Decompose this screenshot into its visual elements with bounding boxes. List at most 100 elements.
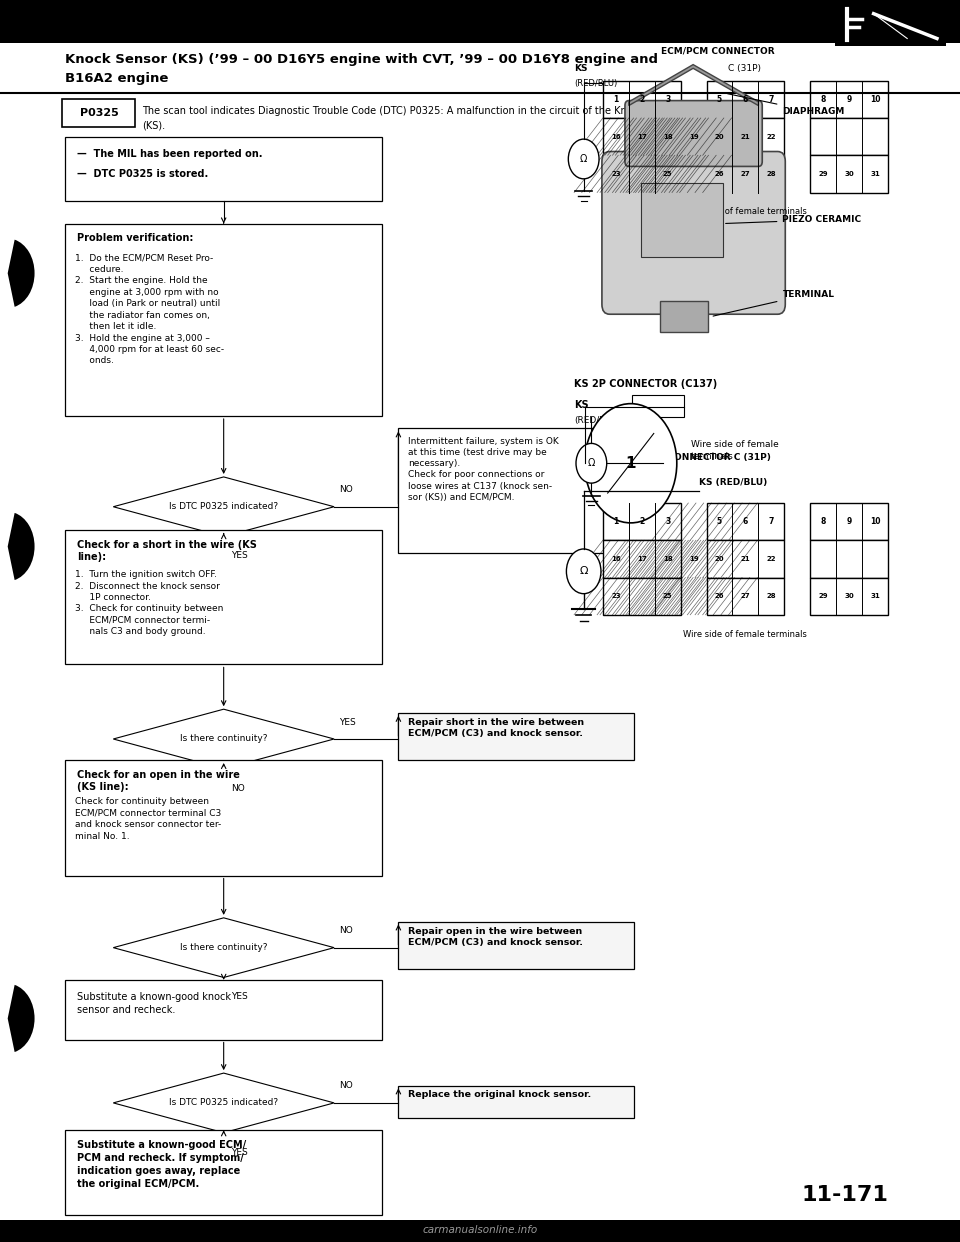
Text: 3: 3 bbox=[665, 517, 670, 527]
FancyBboxPatch shape bbox=[62, 99, 135, 127]
Text: KS: KS bbox=[574, 65, 588, 73]
Wedge shape bbox=[8, 240, 35, 307]
Text: 31: 31 bbox=[870, 171, 880, 176]
Text: KS: KS bbox=[574, 400, 588, 410]
Polygon shape bbox=[113, 477, 334, 537]
FancyBboxPatch shape bbox=[810, 81, 888, 118]
FancyBboxPatch shape bbox=[603, 578, 681, 615]
Text: 28: 28 bbox=[766, 171, 777, 176]
Text: 29: 29 bbox=[818, 171, 828, 176]
Text: Is there continuity?: Is there continuity? bbox=[180, 943, 268, 953]
Text: 2: 2 bbox=[639, 517, 644, 527]
Text: 20: 20 bbox=[714, 556, 725, 561]
Text: 21: 21 bbox=[740, 556, 751, 561]
Text: (RED/BLU): (RED/BLU) bbox=[574, 79, 617, 88]
Text: 30: 30 bbox=[844, 594, 854, 599]
FancyBboxPatch shape bbox=[603, 503, 681, 540]
Text: Substitute a known-good knock
sensor and recheck.: Substitute a known-good knock sensor and… bbox=[77, 992, 230, 1015]
Text: 29: 29 bbox=[818, 594, 828, 599]
Polygon shape bbox=[113, 918, 334, 977]
Text: 22: 22 bbox=[767, 134, 776, 139]
Text: Replace the original knock sensor.: Replace the original knock sensor. bbox=[408, 1090, 591, 1099]
FancyBboxPatch shape bbox=[810, 540, 888, 578]
Text: 16: 16 bbox=[611, 134, 621, 139]
FancyBboxPatch shape bbox=[398, 428, 634, 553]
Text: 7: 7 bbox=[769, 517, 774, 527]
Text: 21: 21 bbox=[740, 134, 751, 139]
Text: Check for continuity between
ECM/PCM connector terminal C3
and knock sensor conn: Check for continuity between ECM/PCM con… bbox=[75, 797, 221, 841]
Text: 18: 18 bbox=[662, 134, 673, 139]
FancyBboxPatch shape bbox=[603, 540, 681, 578]
Text: 6: 6 bbox=[743, 517, 748, 527]
FancyBboxPatch shape bbox=[835, 4, 946, 46]
Circle shape bbox=[576, 443, 607, 483]
Text: KS 2P CONNECTOR (C137): KS 2P CONNECTOR (C137) bbox=[574, 379, 717, 389]
Text: 10: 10 bbox=[870, 94, 880, 104]
Text: 8: 8 bbox=[821, 517, 826, 527]
FancyBboxPatch shape bbox=[707, 503, 784, 540]
Text: The scan tool indicates Diagnostic Trouble Code (DTC) P0325: A malfunction in th: The scan tool indicates Diagnostic Troub… bbox=[142, 106, 681, 116]
Text: —  DTC P0325 is stored.: — DTC P0325 is stored. bbox=[77, 169, 208, 179]
Polygon shape bbox=[113, 1073, 334, 1133]
FancyBboxPatch shape bbox=[810, 503, 888, 540]
Text: 31: 31 bbox=[870, 594, 880, 599]
Text: 26: 26 bbox=[715, 171, 724, 176]
Text: NO: NO bbox=[339, 927, 352, 935]
FancyBboxPatch shape bbox=[398, 922, 634, 969]
Text: TERMINAL: TERMINAL bbox=[713, 289, 834, 317]
Text: Wire side of female
terminals: Wire side of female terminals bbox=[691, 441, 779, 461]
FancyBboxPatch shape bbox=[398, 713, 634, 760]
FancyBboxPatch shape bbox=[707, 540, 784, 578]
Circle shape bbox=[568, 139, 599, 179]
Text: Repair short in the wire between
ECM/PCM (C3) and knock sensor.: Repair short in the wire between ECM/PCM… bbox=[408, 718, 584, 738]
Text: 16: 16 bbox=[611, 556, 621, 561]
Text: —  The MIL has been reported on.: — The MIL has been reported on. bbox=[77, 149, 262, 159]
Text: Check for an open in the wire
(KS line):: Check for an open in the wire (KS line): bbox=[77, 770, 240, 792]
Text: (KS).: (KS). bbox=[142, 120, 165, 130]
Text: 23: 23 bbox=[611, 171, 621, 176]
Text: NO: NO bbox=[231, 784, 245, 792]
Text: 27: 27 bbox=[740, 171, 751, 176]
Text: NO: NO bbox=[339, 486, 352, 494]
Text: Knock Sensor (KS) (’99 – 00 D16Y5 engine with CVT, ’99 – 00 D16Y8 engine and: Knock Sensor (KS) (’99 – 00 D16Y5 engine… bbox=[65, 53, 659, 66]
Text: Check for a short in the wire (KS
line):: Check for a short in the wire (KS line): bbox=[77, 540, 256, 563]
Text: 17: 17 bbox=[636, 134, 647, 139]
Text: YES: YES bbox=[339, 718, 355, 727]
Text: 26: 26 bbox=[715, 594, 724, 599]
FancyBboxPatch shape bbox=[603, 118, 681, 155]
Text: 20: 20 bbox=[714, 134, 725, 139]
Text: 11-171: 11-171 bbox=[802, 1185, 888, 1205]
Text: 25: 25 bbox=[663, 171, 672, 176]
Text: Ω: Ω bbox=[588, 458, 595, 468]
Text: 9: 9 bbox=[847, 517, 852, 527]
Text: Ω: Ω bbox=[580, 154, 588, 164]
Circle shape bbox=[566, 549, 601, 594]
FancyBboxPatch shape bbox=[707, 81, 784, 118]
FancyBboxPatch shape bbox=[632, 395, 684, 417]
FancyBboxPatch shape bbox=[810, 578, 888, 615]
Text: 5: 5 bbox=[717, 517, 722, 527]
Text: YES: YES bbox=[231, 1148, 248, 1156]
Text: B16A2 engine: B16A2 engine bbox=[65, 72, 169, 84]
Text: 3: 3 bbox=[665, 94, 670, 104]
Text: 22: 22 bbox=[767, 556, 776, 561]
Text: 7: 7 bbox=[769, 94, 774, 104]
FancyBboxPatch shape bbox=[707, 578, 784, 615]
Text: 1.  Turn the ignition switch OFF.
2.  Disconnect the knock sensor
     1P connec: 1. Turn the ignition switch OFF. 2. Disc… bbox=[75, 570, 224, 636]
Text: 10: 10 bbox=[870, 517, 880, 527]
Text: NO: NO bbox=[339, 1082, 352, 1090]
FancyBboxPatch shape bbox=[641, 183, 723, 257]
Text: carmanualsonline.info: carmanualsonline.info bbox=[422, 1225, 538, 1235]
Text: ECM/PCM CONNECTOR: ECM/PCM CONNECTOR bbox=[661, 47, 775, 56]
Text: 1: 1 bbox=[613, 517, 618, 527]
Text: 23: 23 bbox=[611, 594, 621, 599]
FancyBboxPatch shape bbox=[810, 155, 888, 193]
Text: 19: 19 bbox=[688, 134, 699, 139]
Text: Wire side of female terminals: Wire side of female terminals bbox=[683, 207, 806, 216]
Text: Ω: Ω bbox=[580, 566, 588, 576]
Circle shape bbox=[585, 404, 677, 523]
Text: ECM/PCM CONNECTOR C (31P): ECM/PCM CONNECTOR C (31P) bbox=[617, 453, 771, 462]
Text: Wire side of female terminals: Wire side of female terminals bbox=[683, 630, 806, 638]
Wedge shape bbox=[8, 513, 35, 580]
Text: 2: 2 bbox=[639, 94, 644, 104]
